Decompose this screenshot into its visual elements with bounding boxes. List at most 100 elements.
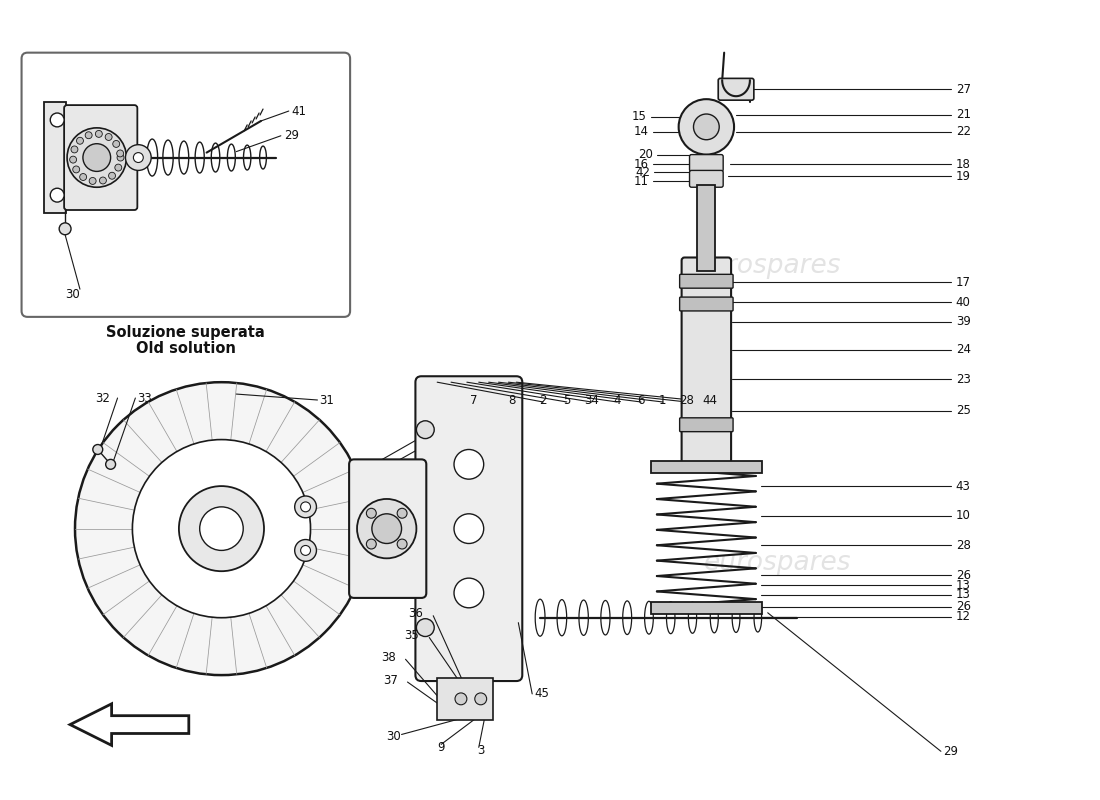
Circle shape	[51, 188, 64, 202]
Text: 41: 41	[292, 105, 307, 118]
Text: 1: 1	[659, 394, 667, 406]
Circle shape	[300, 502, 310, 512]
Text: 26: 26	[956, 569, 970, 582]
Circle shape	[51, 113, 64, 127]
Circle shape	[85, 132, 92, 138]
Text: 43: 43	[956, 479, 970, 493]
FancyBboxPatch shape	[682, 258, 732, 471]
Text: 8: 8	[508, 394, 516, 406]
Circle shape	[454, 514, 484, 543]
Text: 40: 40	[956, 295, 970, 309]
Text: 19: 19	[956, 170, 970, 183]
Text: 38: 38	[381, 650, 396, 664]
Circle shape	[73, 166, 79, 173]
Circle shape	[397, 508, 407, 518]
Text: 13: 13	[956, 589, 970, 602]
Circle shape	[75, 382, 367, 675]
Circle shape	[82, 144, 111, 171]
Circle shape	[109, 172, 116, 179]
FancyBboxPatch shape	[690, 170, 723, 187]
Circle shape	[455, 693, 466, 705]
FancyBboxPatch shape	[680, 274, 733, 288]
FancyBboxPatch shape	[64, 105, 138, 210]
Text: 44: 44	[703, 394, 718, 406]
Text: eurospares: eurospares	[694, 254, 842, 279]
FancyBboxPatch shape	[651, 602, 762, 614]
Circle shape	[99, 177, 107, 184]
FancyBboxPatch shape	[437, 678, 493, 720]
Text: 13: 13	[956, 578, 970, 591]
Circle shape	[366, 539, 376, 549]
Text: 4: 4	[614, 394, 622, 406]
Circle shape	[200, 507, 243, 550]
Text: 26: 26	[956, 600, 970, 614]
Text: 20: 20	[638, 148, 653, 161]
Text: 34: 34	[584, 394, 600, 406]
FancyBboxPatch shape	[697, 186, 715, 271]
Circle shape	[92, 445, 102, 454]
Text: 42: 42	[635, 166, 650, 179]
Text: 45: 45	[535, 687, 549, 701]
FancyBboxPatch shape	[44, 102, 66, 213]
Text: 16: 16	[634, 158, 649, 171]
Circle shape	[358, 499, 417, 558]
Text: 21: 21	[956, 109, 970, 122]
Text: 31: 31	[319, 394, 334, 406]
Text: 23: 23	[956, 373, 970, 386]
Text: 5: 5	[563, 394, 571, 406]
Text: 37: 37	[383, 674, 397, 686]
Text: 17: 17	[956, 276, 970, 289]
Text: 14: 14	[634, 126, 649, 138]
Circle shape	[679, 99, 734, 154]
Circle shape	[475, 693, 486, 705]
FancyBboxPatch shape	[690, 154, 723, 171]
Text: 28: 28	[679, 394, 694, 406]
Circle shape	[366, 508, 376, 518]
Circle shape	[69, 156, 77, 163]
Text: 18: 18	[956, 158, 970, 171]
Text: 29: 29	[943, 745, 958, 758]
Circle shape	[89, 178, 96, 185]
Text: 2: 2	[539, 394, 547, 406]
Text: eurospares: eurospares	[224, 516, 372, 542]
Circle shape	[106, 134, 112, 141]
Circle shape	[72, 146, 78, 153]
Circle shape	[417, 618, 434, 637]
Circle shape	[454, 450, 484, 479]
Text: 35: 35	[405, 629, 419, 642]
Text: 11: 11	[634, 175, 649, 188]
Text: eurospares: eurospares	[704, 550, 851, 576]
Text: 28: 28	[956, 539, 970, 552]
Text: 7: 7	[471, 394, 477, 406]
FancyBboxPatch shape	[718, 78, 754, 100]
Text: 25: 25	[956, 404, 970, 418]
FancyBboxPatch shape	[680, 297, 733, 311]
Text: 3: 3	[477, 744, 484, 757]
Text: Soluzione superata: Soluzione superata	[107, 325, 265, 340]
Circle shape	[117, 150, 123, 157]
Text: 29: 29	[284, 130, 299, 142]
Text: 36: 36	[408, 607, 424, 620]
Text: 6: 6	[637, 394, 645, 406]
FancyBboxPatch shape	[349, 459, 427, 598]
Circle shape	[133, 153, 143, 162]
Circle shape	[693, 114, 719, 140]
Text: 32: 32	[95, 391, 110, 405]
Circle shape	[96, 130, 102, 138]
FancyBboxPatch shape	[22, 53, 350, 317]
Circle shape	[113, 141, 120, 147]
Circle shape	[397, 539, 407, 549]
Circle shape	[179, 486, 264, 571]
Text: 15: 15	[632, 110, 647, 123]
FancyBboxPatch shape	[651, 462, 762, 474]
FancyBboxPatch shape	[680, 418, 733, 432]
Text: 27: 27	[956, 82, 970, 96]
Circle shape	[106, 459, 116, 470]
Circle shape	[125, 145, 151, 170]
Circle shape	[117, 154, 124, 161]
Circle shape	[295, 496, 317, 518]
FancyArrow shape	[70, 704, 189, 746]
Circle shape	[67, 128, 126, 187]
Text: 30: 30	[66, 288, 80, 301]
Circle shape	[59, 223, 72, 234]
